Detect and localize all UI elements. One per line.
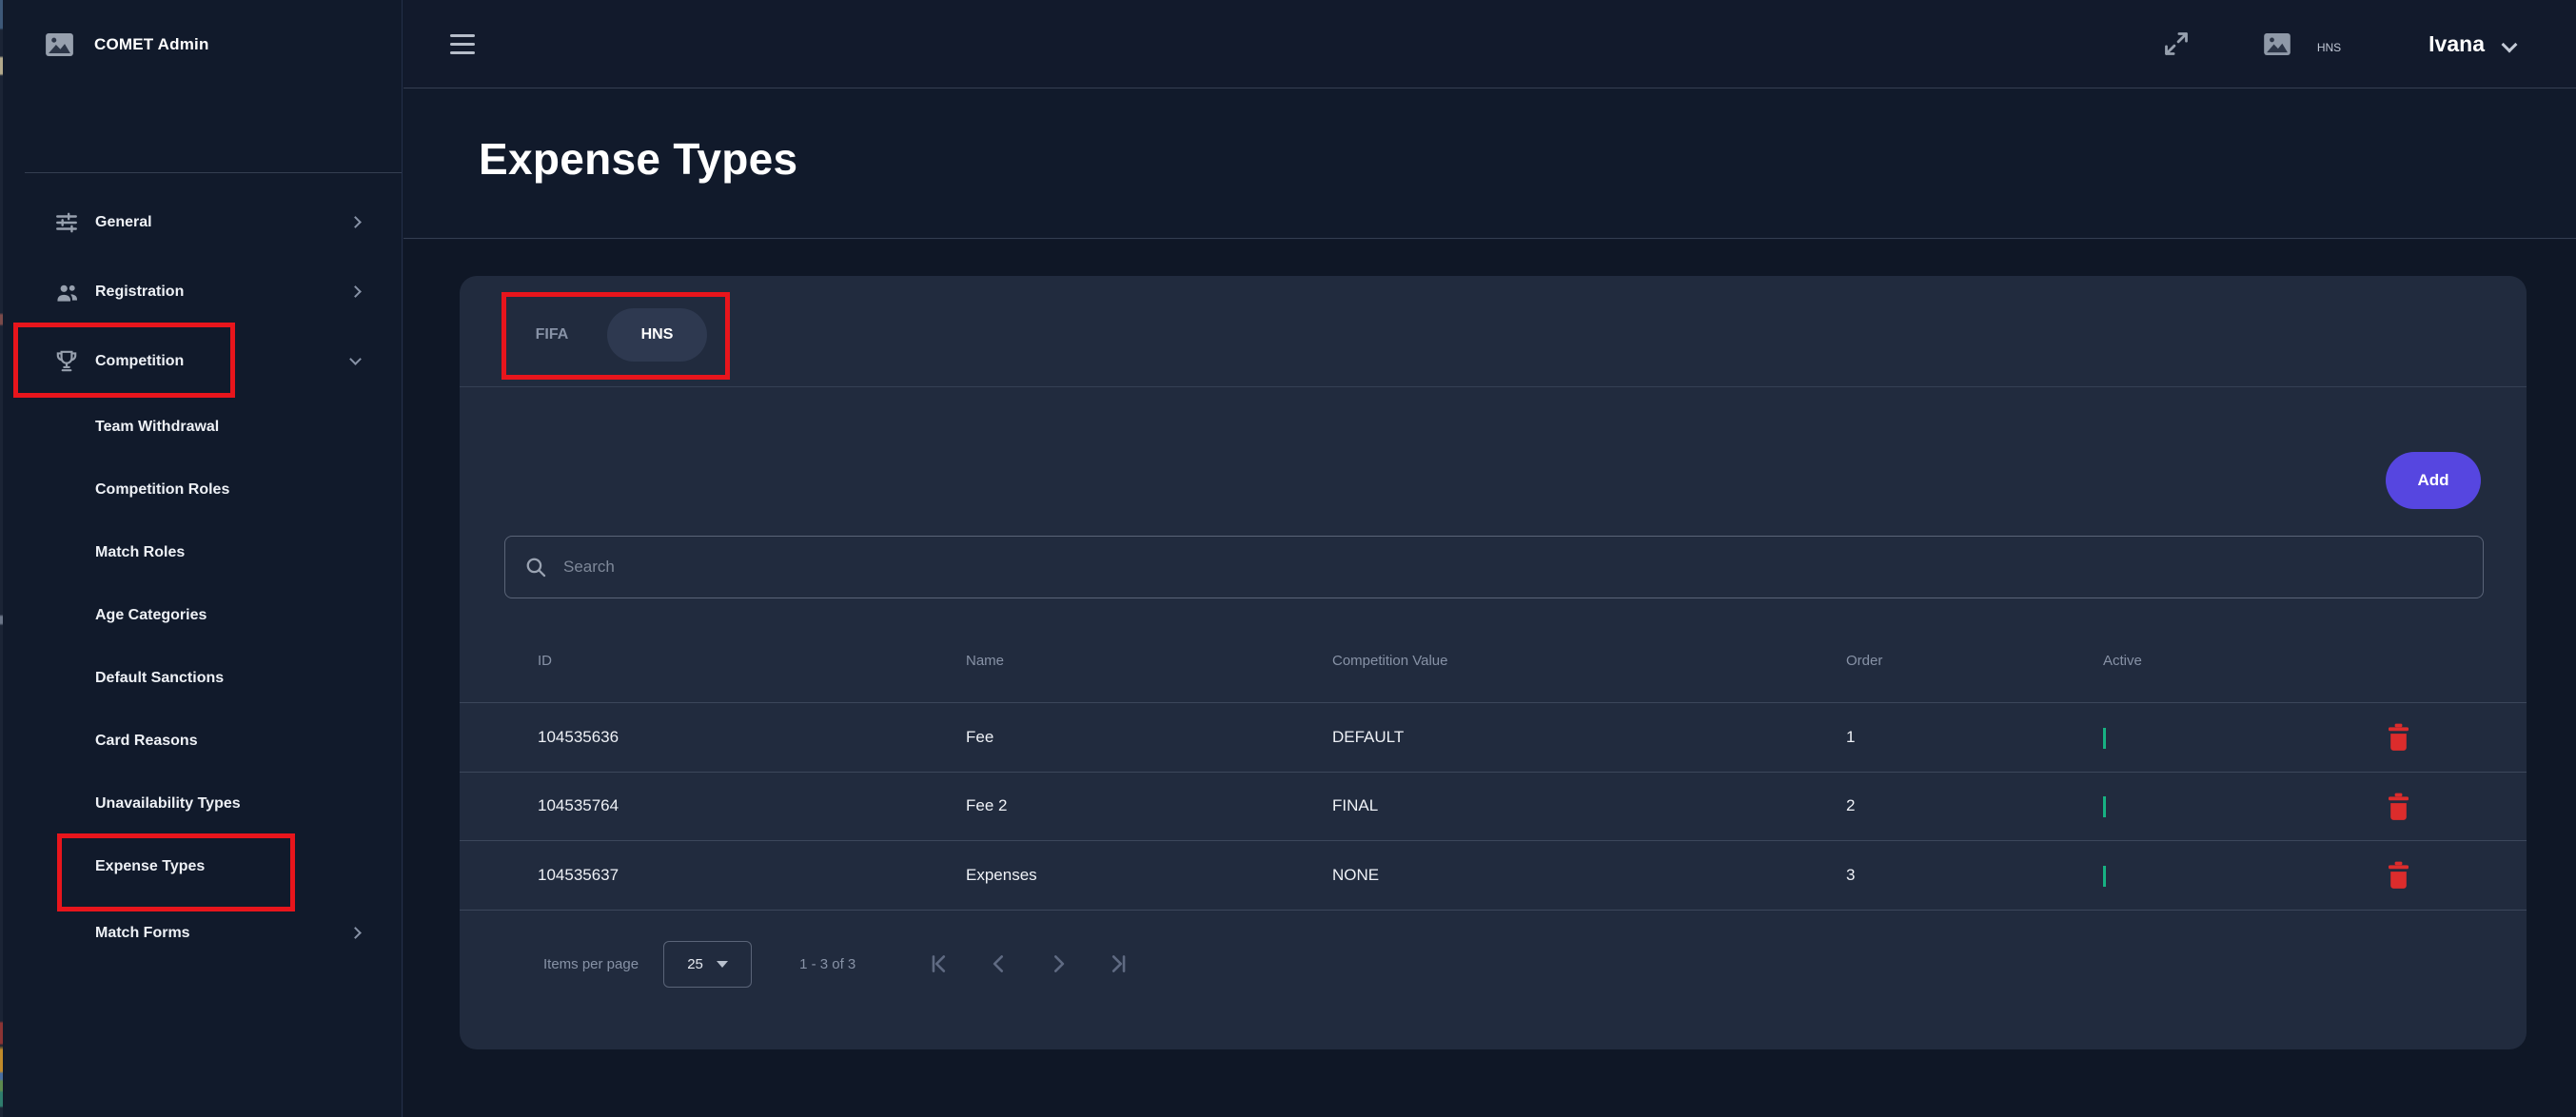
table-row[interactable]: 104535636 Fee DEFAULT 1: [460, 703, 2527, 773]
search-box: [504, 536, 2484, 598]
user-menu[interactable]: Ivana: [2429, 30, 2518, 57]
sidebar-item-expense-types[interactable]: Expense Types: [0, 835, 402, 898]
cell-name: Expenses: [966, 865, 1037, 884]
tab-hns[interactable]: HNS: [607, 308, 707, 362]
sidebar-item-card-reasons[interactable]: Card Reasons: [0, 710, 402, 773]
cell-order: 3: [1846, 865, 1856, 884]
sidebar-nav: General Registration Competition Team Wi…: [0, 187, 402, 968]
app-title: COMET Admin: [94, 34, 209, 53]
org-logo: HNS: [2264, 32, 2342, 55]
content-card: FIFA HNS Add ID Name Competition Value O…: [460, 276, 2527, 1049]
sidebar-item-label: Competition: [95, 352, 185, 369]
column-header-order: Order: [1846, 652, 1883, 669]
sidebar-item-label: Expense Types: [95, 858, 206, 874]
people-icon: [54, 281, 83, 304]
sidebar-item-label: Default Sanctions: [95, 670, 225, 686]
image-placeholder-icon: [46, 32, 73, 56]
sidebar-item-age-categories[interactable]: Age Categories: [0, 584, 402, 647]
search-input[interactable]: [563, 558, 2464, 577]
next-page-icon[interactable]: [1046, 951, 1071, 976]
app-logo[interactable]: COMET Admin: [0, 0, 209, 88]
cell-id: 104535636: [538, 727, 619, 746]
sidebar-item-general[interactable]: General: [0, 187, 402, 257]
sidebar-item-registration[interactable]: Registration: [0, 257, 402, 326]
page-title: Expense Types: [479, 134, 798, 184]
cell-competition-value: NONE: [1332, 865, 1380, 884]
tab-fifa[interactable]: FIFA: [535, 326, 569, 343]
sidebar-item-match-forms[interactable]: Match Forms: [0, 898, 402, 968]
cell-order: 2: [1846, 796, 1856, 815]
chevron-right-icon: [349, 285, 362, 298]
sidebar-item-label: Registration: [95, 283, 185, 300]
tune-icon: [54, 210, 83, 235]
column-header-active: Active: [2103, 652, 2142, 669]
sidebar-item-competition-roles[interactable]: Competition Roles: [0, 459, 402, 521]
user-name: Ivana: [2429, 30, 2485, 56]
fullscreen-icon[interactable]: [2163, 30, 2190, 57]
active-check-icon: [2103, 727, 2106, 749]
caret-down-icon: [716, 960, 728, 968]
sidebar-item-label: Match Roles: [95, 544, 186, 560]
sidebar-item-match-roles[interactable]: Match Roles: [0, 521, 402, 584]
sidebar-item-label: Match Forms: [95, 924, 190, 941]
sidebar-item-unavailability-types[interactable]: Unavailability Types: [0, 773, 402, 835]
cell-id: 104535764: [538, 796, 619, 815]
search-icon: [524, 556, 548, 579]
table-header: ID Name Competition Value Order Active: [460, 618, 2527, 703]
cell-competition-value: FINAL: [1332, 796, 1379, 815]
tabs-divider: [460, 386, 2527, 387]
sidebar-item-label: Competition Roles: [95, 481, 230, 498]
column-header-name: Name: [966, 652, 1005, 669]
topbar: HNS Ivana: [403, 0, 2576, 88]
column-header-competition-value: Competition Value: [1332, 652, 1448, 669]
previous-page-icon[interactable]: [987, 951, 1012, 976]
sidebar-item-competition[interactable]: Competition: [0, 326, 402, 396]
sidebar-item-label: General: [95, 213, 152, 230]
column-header-id: ID: [538, 652, 552, 669]
cell-id: 104535637: [538, 865, 619, 884]
main-content: FIFA HNS Add ID Name Competition Value O…: [403, 240, 2576, 1117]
items-per-page-label: Items per page: [543, 955, 639, 972]
org-label: HNS: [2316, 40, 2342, 54]
page-header: Expense Types: [403, 88, 2576, 239]
pagination-range: 1 - 3 of 3: [799, 955, 856, 972]
last-page-icon[interactable]: [1105, 951, 1130, 976]
add-button[interactable]: Add: [2386, 452, 2481, 509]
cell-name: Fee 2: [966, 796, 1008, 815]
cell-order: 1: [1846, 727, 1856, 746]
delete-button[interactable]: [2386, 860, 2411, 890]
screen-edge-artifact: [0, 0, 3, 1117]
page-size-select[interactable]: 25: [663, 940, 753, 988]
sidebar-item-team-withdrawal[interactable]: Team Withdrawal: [0, 396, 402, 459]
sidebar-item-label: Team Withdrawal: [95, 419, 220, 435]
sidebar-divider: [25, 172, 402, 173]
delete-button[interactable]: [2386, 722, 2411, 752]
page-size-value: 25: [687, 955, 703, 972]
chevron-down-icon: [2501, 36, 2518, 53]
cell-competition-value: DEFAULT: [1332, 727, 1405, 746]
first-page-icon[interactable]: [928, 951, 953, 976]
cell-name: Fee: [966, 727, 994, 746]
sidebar-item-label: Unavailability Types: [95, 795, 241, 812]
sidebar-item-default-sanctions[interactable]: Default Sanctions: [0, 647, 402, 710]
chevron-right-icon: [349, 927, 362, 939]
active-check-icon: [2103, 796, 2106, 818]
image-placeholder-icon: [2264, 32, 2291, 55]
trophy-icon: [54, 348, 83, 374]
table-body: 104535636 Fee DEFAULT 1 104535764 Fee 2 …: [460, 703, 2527, 911]
table-row[interactable]: 104535637 Expenses NONE 3: [460, 841, 2527, 911]
delete-button[interactable]: [2386, 792, 2411, 821]
chevron-right-icon: [349, 216, 362, 228]
active-check-icon: [2103, 865, 2106, 887]
table-row[interactable]: 104535764 Fee 2 FINAL 2: [460, 773, 2527, 841]
sidebar: COMET Admin General Registration Competi…: [0, 0, 403, 1117]
sidebar-item-label: Age Categories: [95, 607, 207, 623]
hamburger-menu-icon[interactable]: [450, 33, 475, 54]
pagination: Items per page 25 1 - 3 of 3: [543, 931, 1130, 997]
sidebar-item-label: Card Reasons: [95, 733, 198, 749]
chevron-down-icon: [349, 353, 362, 365]
